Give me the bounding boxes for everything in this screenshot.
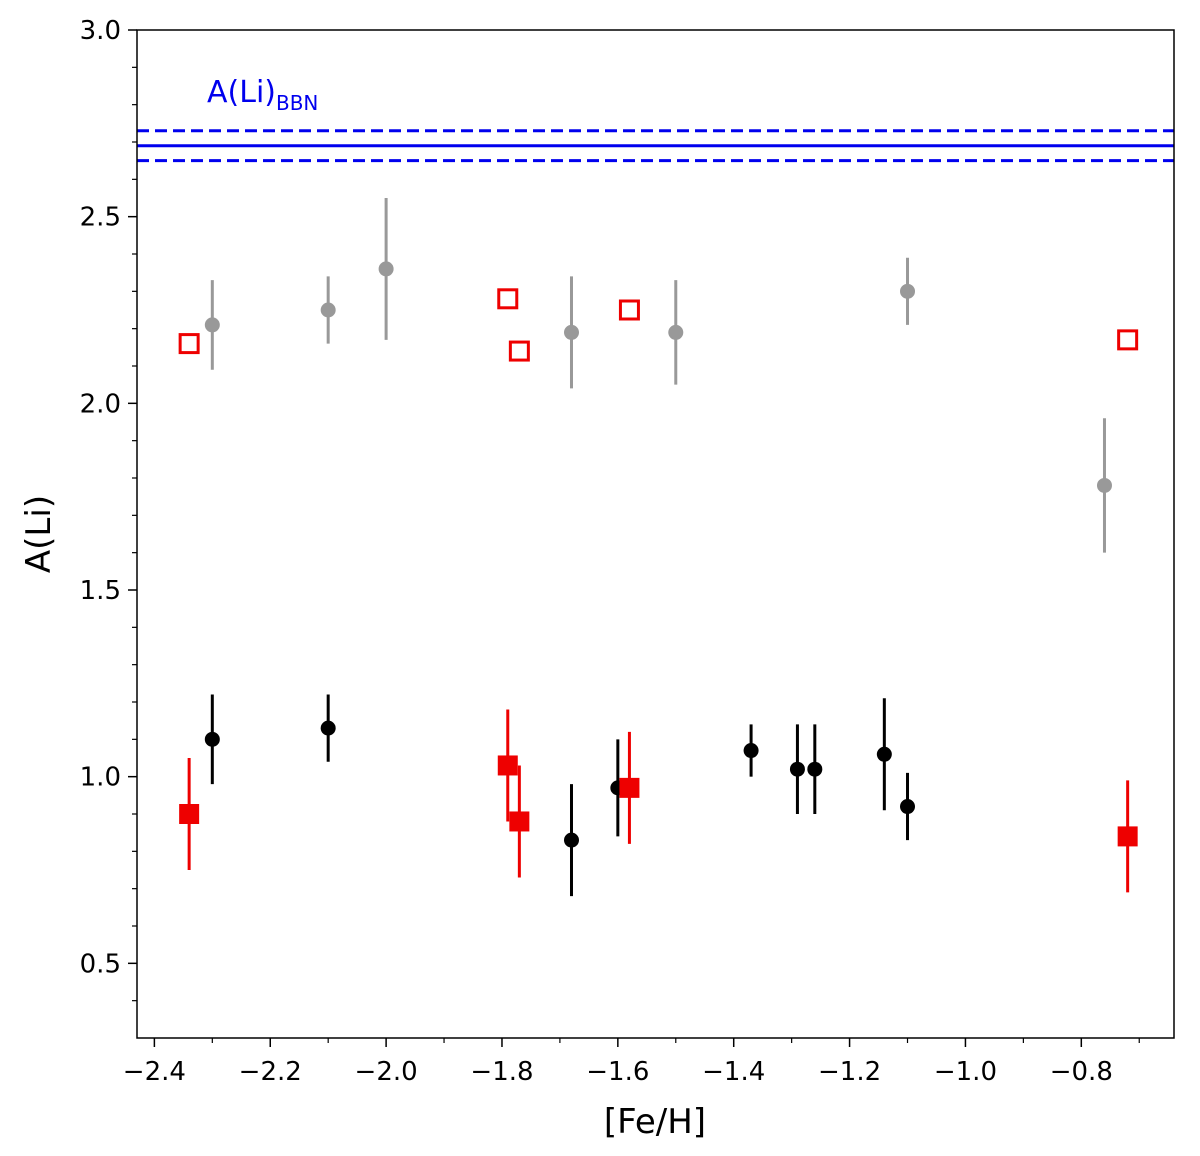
data-point [320, 720, 336, 736]
x-tick-label: −1.6 [586, 1057, 649, 1087]
data-point [900, 283, 916, 299]
bbn-label: A(Li)BBN [207, 75, 318, 115]
data-point [204, 317, 220, 333]
data-point [320, 302, 336, 318]
plot-frame [136, 29, 1175, 1039]
data-point [204, 731, 220, 747]
x-tick-label: −1.2 [818, 1057, 881, 1087]
y-tick-label: 3.0 [80, 16, 121, 46]
data-point [1117, 329, 1139, 351]
x-tick-label: −1.8 [470, 1057, 533, 1087]
x-axis-label: [Fe/H] [604, 1102, 706, 1142]
x-axis: −2.4 −2.2 −2.0 −1.8 −1.6 −1.4 −1.2 −1.0 −0.8 [123, 1038, 1140, 1087]
y-tick-label: 1.0 [80, 763, 121, 793]
data-point [789, 761, 805, 777]
bbn-label-sub: BBN [276, 91, 318, 115]
data-point [509, 811, 530, 832]
x-tick-label: −2.4 [123, 1057, 186, 1087]
data-point [178, 333, 200, 355]
data-point [618, 299, 640, 321]
plot-area [137, 129, 1174, 897]
data-point [876, 746, 892, 762]
y-tick-label: 0.5 [80, 949, 121, 979]
data-point [743, 743, 759, 759]
data-point [508, 340, 530, 362]
y-tick-label: 1.5 [80, 576, 121, 606]
data-point [900, 799, 916, 815]
bbn-label-main: A(Li) [207, 75, 276, 110]
data-point [1117, 826, 1138, 847]
y-tick-label: 2.5 [80, 203, 121, 233]
data-point [497, 755, 518, 776]
x-tick-label: −2.0 [355, 1057, 418, 1087]
data-point [563, 832, 579, 848]
x-tick-label: −1.0 [934, 1057, 997, 1087]
data-point [1096, 477, 1112, 493]
data-point [179, 804, 200, 824]
y-axis: 0.5 1.0 1.5 2.0 2.5 3.0 [80, 16, 137, 1002]
x-tick-label: −0.8 [1050, 1057, 1113, 1087]
data-point [563, 324, 579, 340]
y-axis-label: A(Li) [19, 495, 59, 573]
data-point [378, 261, 394, 277]
y-tick-label: 2.0 [80, 389, 121, 419]
x-tick-label: −1.4 [702, 1057, 765, 1087]
data-point [619, 777, 640, 798]
data-point [807, 761, 823, 777]
data-point [497, 288, 519, 310]
x-tick-label: −2.2 [239, 1057, 302, 1087]
data-point [668, 324, 684, 340]
